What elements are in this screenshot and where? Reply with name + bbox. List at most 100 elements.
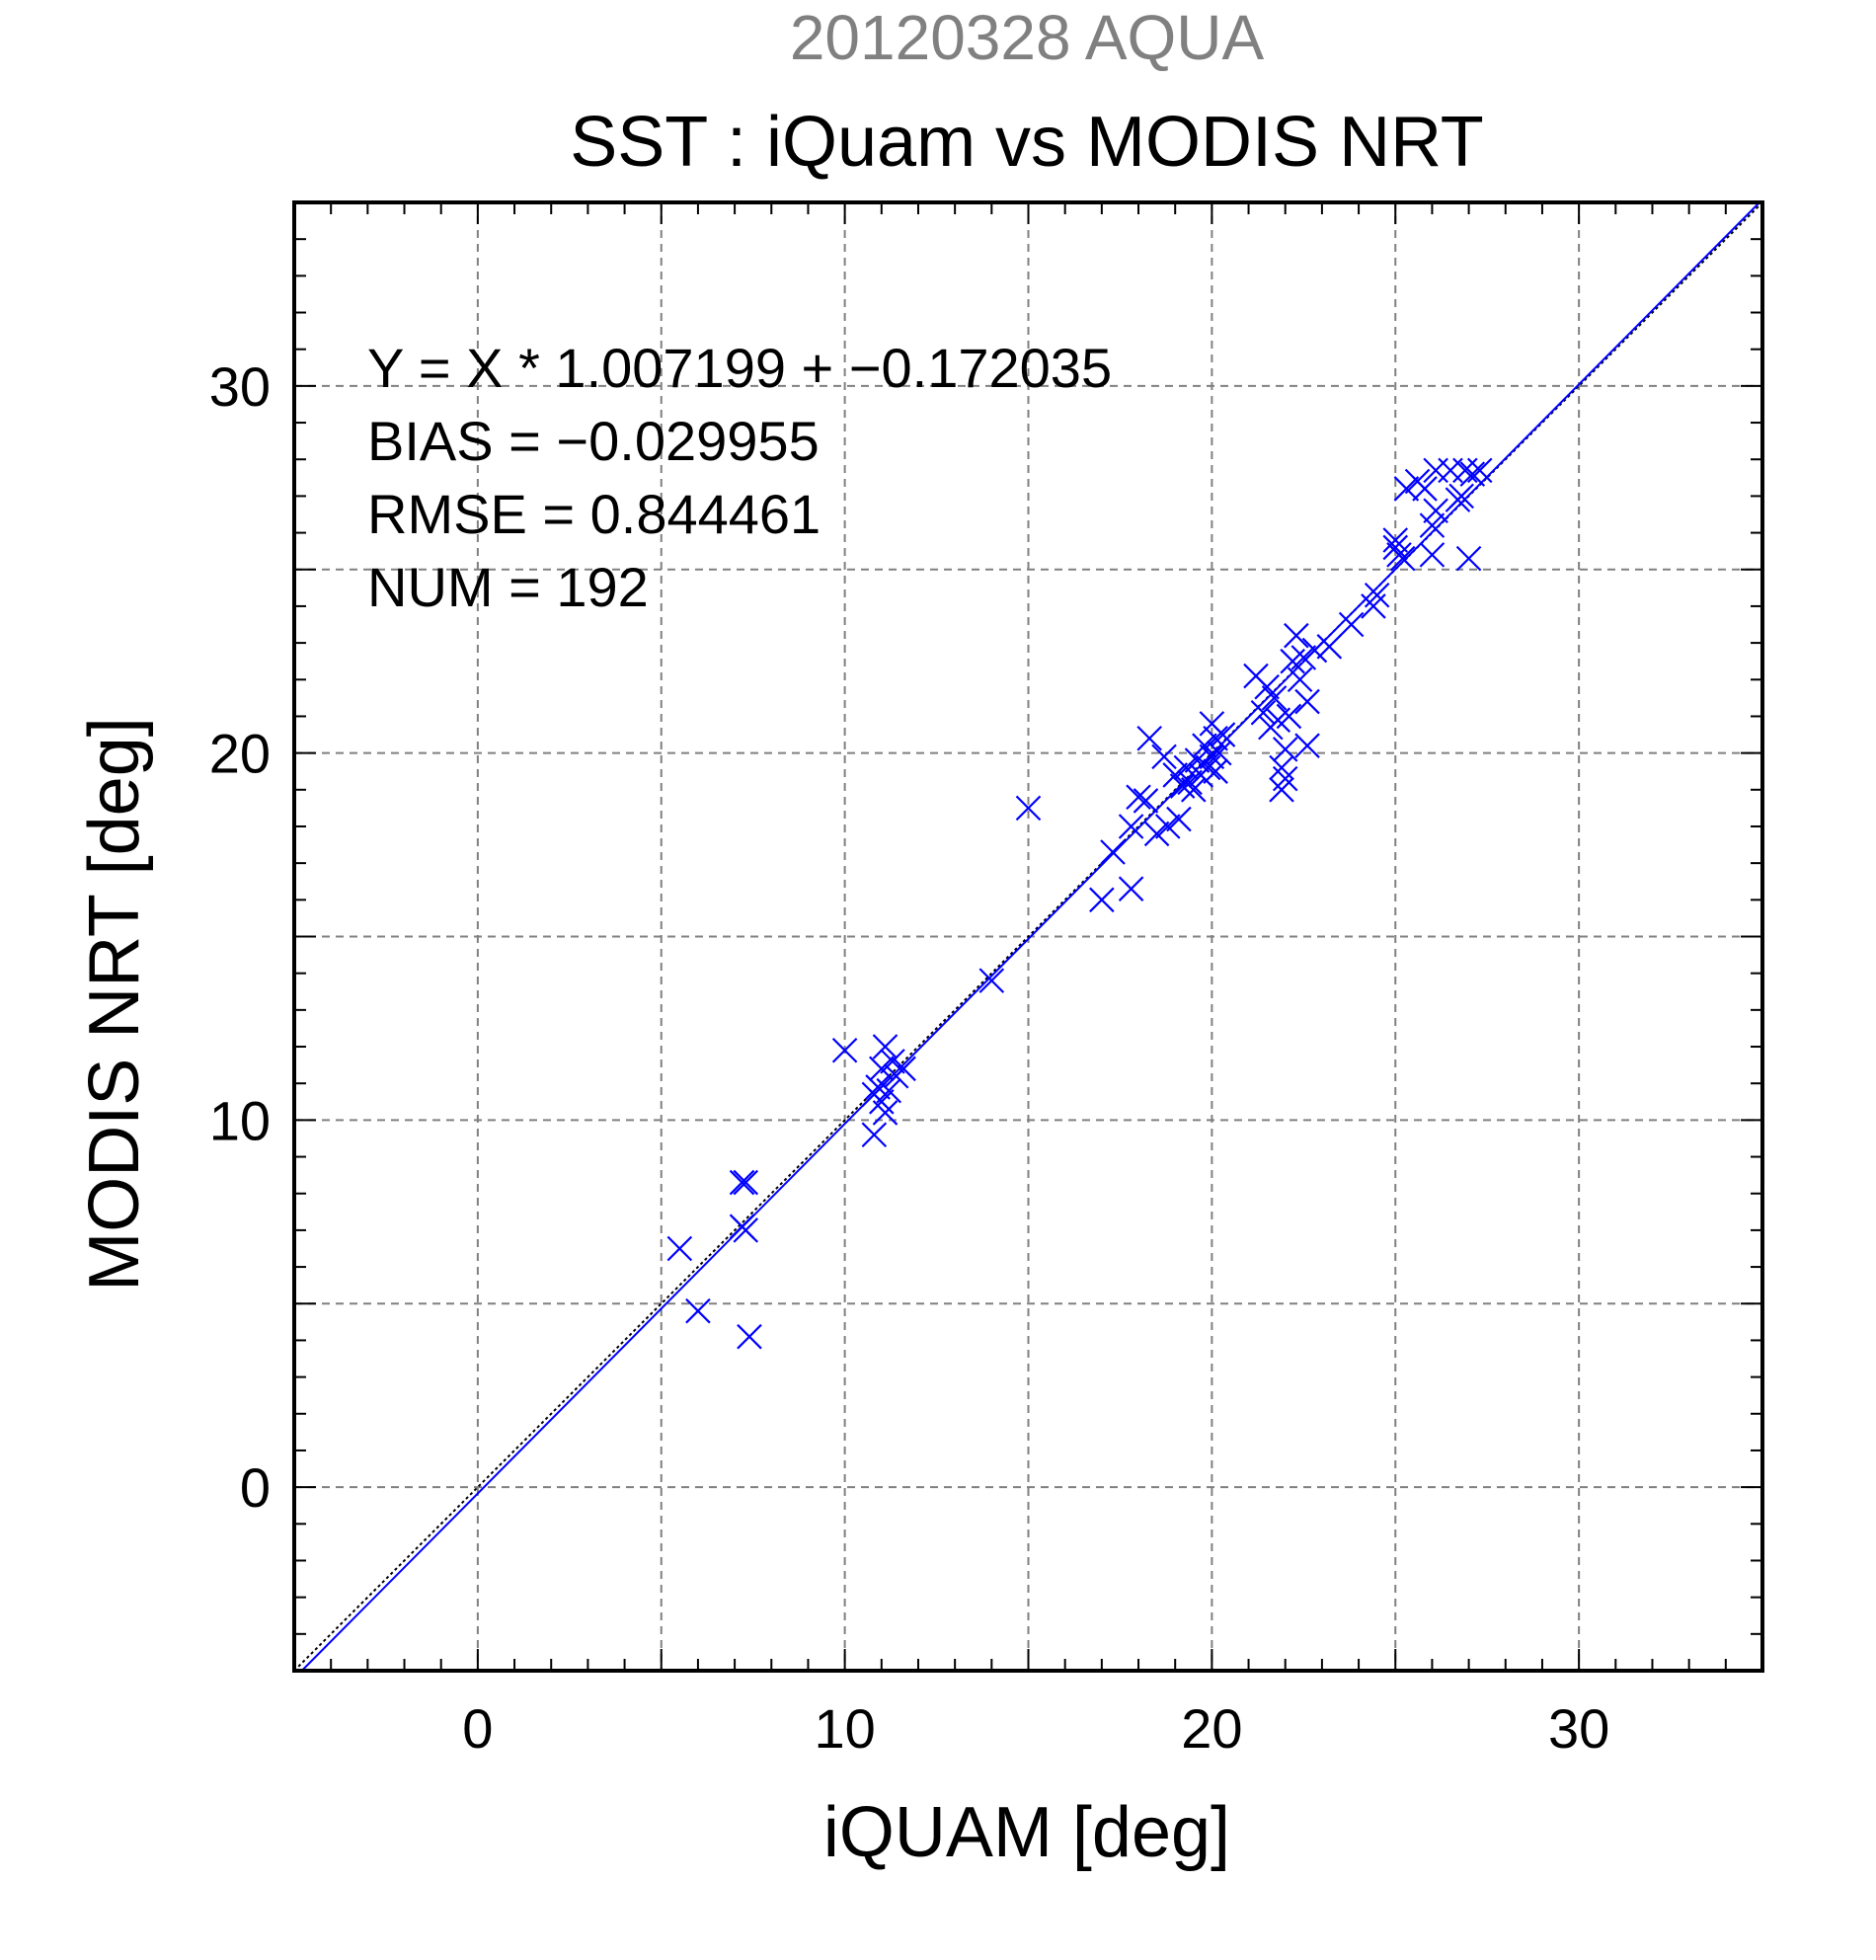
data-point-stroke [876, 1077, 902, 1104]
data-point-stroke [733, 1169, 759, 1196]
data-point [733, 1217, 759, 1243]
data-point-stroke [1423, 498, 1448, 524]
rmse-stat: RMSE = 0.844461 [367, 483, 821, 545]
data-point-stroke [1199, 744, 1225, 770]
data-point [1466, 457, 1493, 484]
data-point [1338, 611, 1365, 638]
data-point [666, 1235, 693, 1262]
data-point [1133, 788, 1159, 814]
data-point-stroke [1382, 527, 1409, 553]
data-point-stroke [1290, 645, 1317, 670]
data-point [872, 1034, 899, 1059]
data-point-stroke [1118, 876, 1144, 902]
data-point [1316, 634, 1343, 660]
data-point [1162, 762, 1188, 788]
x-tick-label: 0 [462, 1697, 493, 1760]
data-point-stroke [1272, 765, 1298, 792]
data-point-stroke [1393, 476, 1420, 502]
data-point [1126, 784, 1151, 811]
data-points [666, 457, 1493, 1350]
data-point-stroke [1089, 887, 1115, 913]
data-point-stroke [1173, 754, 1200, 781]
data-point [1173, 754, 1200, 781]
data-point-stroke [831, 1037, 858, 1063]
data-point [1419, 542, 1446, 568]
data-point [831, 1037, 858, 1063]
data-point [1272, 765, 1298, 792]
data-point [1250, 699, 1277, 726]
data-point-stroke [1162, 762, 1188, 788]
data-point-stroke [1143, 821, 1170, 847]
data-point [1100, 839, 1126, 865]
data-point [1287, 666, 1313, 693]
data-point [872, 1100, 899, 1126]
data-point-stroke [1287, 666, 1313, 693]
data-point [1177, 769, 1203, 796]
data-point [1272, 737, 1298, 762]
data-point-stroke [1118, 814, 1144, 839]
data-point-stroke [1181, 777, 1207, 803]
data-point [876, 1077, 902, 1104]
data-point-stroke [1419, 542, 1446, 568]
x-axis-label: iQUAM [deg] [823, 1793, 1230, 1872]
data-point [1301, 637, 1328, 664]
reference-lines [293, 201, 1763, 1672]
data-point-stroke [1015, 795, 1042, 822]
data-point-stroke [872, 1034, 899, 1059]
data-point-stroke [1210, 722, 1236, 747]
data-point-stroke [1192, 733, 1217, 758]
y-axis-label: MODIS NRT [deg] [75, 717, 154, 1292]
data-point-stroke [1272, 737, 1298, 762]
data-point-stroke [1419, 512, 1446, 538]
data-point-stroke [978, 968, 1005, 993]
data-point-stroke [1294, 688, 1320, 715]
data-point [1143, 821, 1170, 847]
x-tick-label: 20 [1181, 1697, 1242, 1760]
x-tick-label: 10 [814, 1697, 875, 1760]
data-point-stroke [1338, 611, 1365, 638]
data-point [1284, 622, 1309, 649]
data-point-stroke [869, 1089, 895, 1115]
data-point-stroke [1261, 685, 1288, 711]
data-point [1459, 461, 1486, 487]
data-point [1290, 645, 1317, 670]
data-point-stroke [1151, 744, 1177, 770]
data-point-stroke [1448, 483, 1474, 510]
data-point-stroke [1184, 747, 1211, 773]
data-point-stroke [1100, 839, 1126, 865]
num-stat: NUM = 192 [367, 556, 649, 618]
data-point-stroke [1177, 769, 1203, 796]
data-point [1184, 747, 1211, 773]
data-point-stroke [1203, 758, 1228, 784]
y-tick-label: 20 [209, 723, 271, 785]
data-point-stroke [1389, 545, 1416, 572]
data-point-stroke [1284, 622, 1309, 649]
data-point-stroke [861, 1122, 888, 1148]
data-point [1423, 498, 1448, 524]
data-point-stroke [1364, 582, 1390, 608]
data-point [1448, 483, 1474, 510]
data-point [729, 1169, 755, 1196]
data-point-stroke [1294, 733, 1320, 758]
data-point-stroke [1154, 814, 1181, 839]
data-point [1294, 688, 1320, 715]
tick-labels: 0 10 20 30 0 10 20 30 [209, 355, 1610, 1760]
data-point [1389, 545, 1416, 572]
data-point [891, 1056, 916, 1082]
data-point [1136, 725, 1162, 751]
data-point [1089, 887, 1115, 913]
data-point [1294, 733, 1320, 758]
data-point [1192, 733, 1217, 758]
data-point-stroke [1301, 637, 1328, 664]
regression-fit-line [300, 201, 1760, 1672]
data-point-stroke [1316, 634, 1343, 660]
data-point [1364, 582, 1390, 608]
data-point [1412, 476, 1438, 502]
data-point [1254, 673, 1280, 700]
data-point-stroke [865, 1074, 891, 1100]
data-point-stroke [1254, 673, 1280, 700]
data-point-stroke [1269, 754, 1294, 781]
data-point-stroke [872, 1100, 899, 1126]
